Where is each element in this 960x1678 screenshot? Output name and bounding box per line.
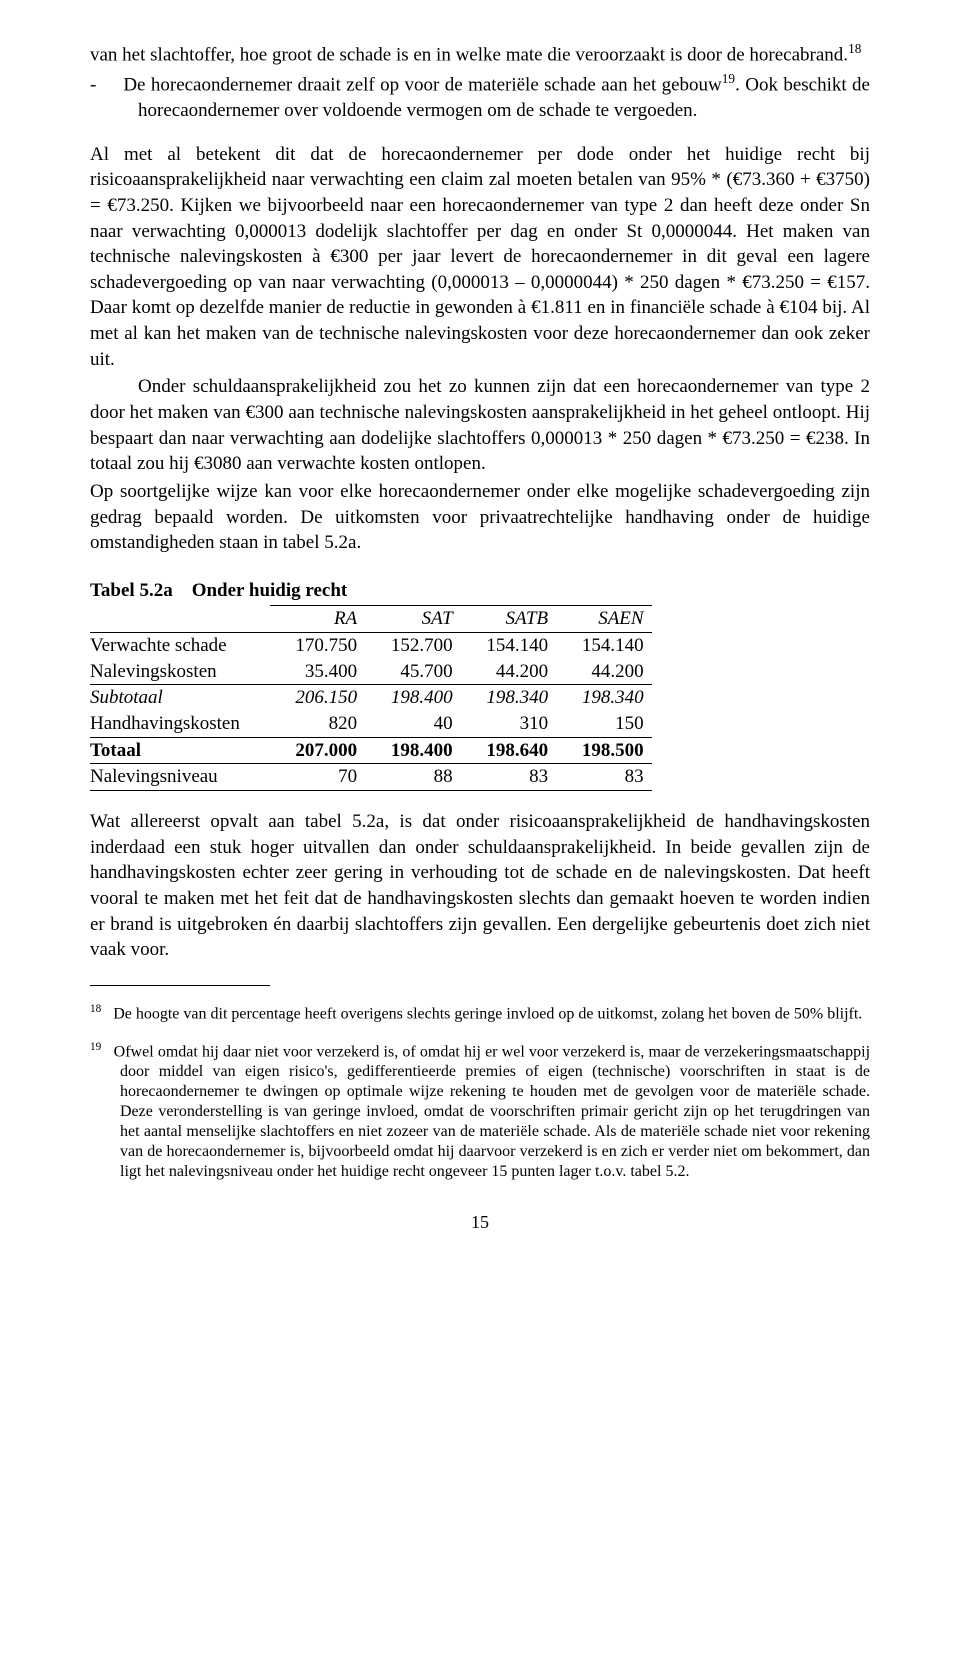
cell: 198.400 [365, 737, 460, 764]
paragraph-body-1: Al met al betekent dit dat de horecaonde… [90, 142, 870, 373]
col-header: RA [270, 606, 365, 633]
cell: 198.640 [461, 737, 556, 764]
paragraph-body-2: Onder schuldaansprakelijkheid zou het zo… [90, 374, 870, 477]
col-header: SATB [461, 606, 556, 633]
row-label: Verwachte schade [90, 633, 270, 659]
row-label: Subtotaal [90, 685, 270, 711]
table-row: Verwachte schade170.750152.700154.140154… [90, 633, 652, 659]
table-body: Verwachte schade170.750152.700154.140154… [90, 633, 652, 791]
col-header: SAT [365, 606, 460, 633]
cell: 820 [270, 711, 365, 737]
table-row: Subtotaal206.150198.400198.340198.340 [90, 685, 652, 711]
footnote-ref-18: 18 [848, 41, 861, 56]
footnote-text: De hoogte van dit percentage heeft overi… [113, 1005, 862, 1022]
cell: 83 [461, 764, 556, 791]
paragraph-intro: van het slachtoffer, hoe groot de schade… [90, 40, 870, 68]
footnote-separator [90, 985, 270, 986]
cell: 152.700 [365, 633, 460, 659]
cell: 35.400 [270, 659, 365, 685]
cell: 198.340 [556, 685, 651, 711]
footnote-ref-19: 19 [722, 71, 735, 86]
text: van het slachtoffer, hoe groot de schade… [90, 44, 848, 65]
cell: 70 [270, 764, 365, 791]
paragraph-body-3: Op soortgelijke wijze kan voor elke hore… [90, 479, 870, 556]
table-row: Nalevingskosten35.40045.70044.20044.200 [90, 659, 652, 685]
paragraph-bullet: - De horecaondernemer draait zelf op voo… [90, 70, 870, 124]
cell: 88 [365, 764, 460, 791]
cell: 198.340 [461, 685, 556, 711]
cell: 83 [556, 764, 651, 791]
text: De horecaondernemer draait zelf op voor … [123, 74, 721, 95]
document-page: van het slachtoffer, hoe groot de schade… [0, 0, 960, 1275]
row-label: Nalevingsniveau [90, 764, 270, 791]
footnote-18: 18 De hoogte van dit percentage heeft ov… [90, 1002, 870, 1024]
cell: 207.000 [270, 737, 365, 764]
row-label: Totaal [90, 737, 270, 764]
cell: 154.140 [556, 633, 651, 659]
cell: 170.750 [270, 633, 365, 659]
cell: 198.400 [365, 685, 460, 711]
table-header-row: RA SAT SATB SAEN [90, 606, 652, 633]
cell: 206.150 [270, 685, 365, 711]
cell: 154.140 [461, 633, 556, 659]
table-row: Nalevingsniveau70888383 [90, 764, 652, 791]
footnote-num: 19 [90, 1041, 101, 1053]
col-header [90, 606, 270, 633]
cell: 45.700 [365, 659, 460, 685]
data-table: RA SAT SATB SAEN Verwachte schade170.750… [90, 605, 652, 790]
bullet-dash: - [90, 74, 96, 95]
cell: 198.500 [556, 737, 651, 764]
footnote-num: 18 [90, 1003, 101, 1015]
cell: 40 [365, 711, 460, 737]
cell: 44.200 [461, 659, 556, 685]
paragraph-body-4: Wat allereerst opvalt aan tabel 5.2a, is… [90, 809, 870, 963]
row-label: Handhavingskosten [90, 711, 270, 737]
col-header: SAEN [556, 606, 651, 633]
cell: 310 [461, 711, 556, 737]
row-label: Nalevingskosten [90, 659, 270, 685]
footnote-19: 19 Ofwel omdat hij daar niet voor verzek… [90, 1040, 870, 1182]
table-row: Totaal207.000198.400198.640198.500 [90, 737, 652, 764]
table-row: Handhavingskosten82040310150 [90, 711, 652, 737]
page-number: 15 [90, 1210, 870, 1234]
footnote-text: Ofwel omdat hij daar niet voor verzekerd… [114, 1043, 870, 1180]
cell: 44.200 [556, 659, 651, 685]
table-title: Tabel 5.2a Onder huidig recht [90, 578, 870, 604]
cell: 150 [556, 711, 651, 737]
